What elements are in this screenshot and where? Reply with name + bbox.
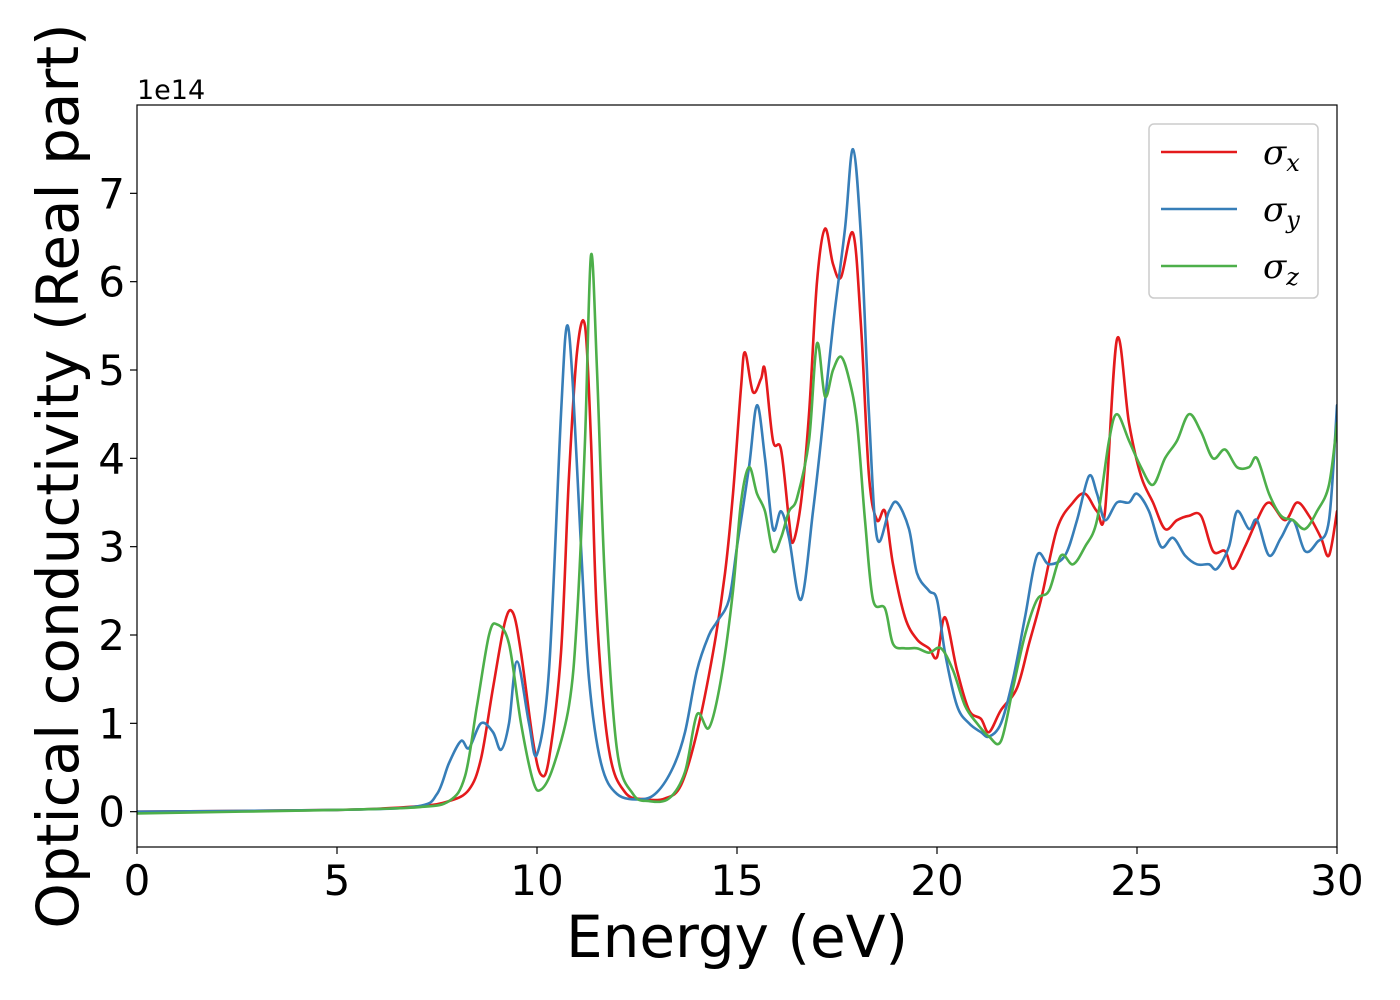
series-line-z bbox=[137, 252, 1337, 815]
x-tick-label: 10 bbox=[510, 856, 563, 905]
series-layer bbox=[137, 147, 1337, 815]
series-line-y bbox=[137, 147, 1337, 813]
x-tick-label: 15 bbox=[710, 856, 763, 905]
y-tick-label: 2 bbox=[98, 611, 125, 660]
x-tick-label: 5 bbox=[324, 856, 351, 905]
legend: σx σy σz bbox=[1148, 123, 1319, 299]
legend-box bbox=[1148, 123, 1319, 299]
x-tick-label: 25 bbox=[1110, 856, 1163, 905]
x-axis-title: Energy (eV) bbox=[566, 903, 908, 971]
legend-label-x: σx bbox=[1263, 133, 1300, 177]
y-tick-label: 1 bbox=[98, 699, 125, 748]
legend-label-z: σz bbox=[1263, 247, 1299, 291]
y-offset-label: 1e14 bbox=[137, 75, 205, 106]
y-axis-title: Optical conductivity (Real part) bbox=[24, 23, 92, 928]
y-tick-label: 3 bbox=[98, 523, 125, 572]
x-axis: 0 5 10 15 20 25 30 bbox=[124, 847, 1364, 905]
legend-label-y: σy bbox=[1263, 190, 1300, 234]
x-tick-label: 0 bbox=[124, 856, 151, 905]
series-line-x bbox=[137, 227, 1337, 813]
x-tick-label: 20 bbox=[910, 856, 963, 905]
y-tick-label: 5 bbox=[98, 346, 125, 395]
x-tick-label: 30 bbox=[1310, 856, 1363, 905]
y-tick-label: 4 bbox=[98, 434, 125, 483]
y-axis: 0 1 2 3 4 5 6 7 bbox=[98, 169, 137, 837]
y-tick-label: 6 bbox=[98, 258, 125, 307]
y-tick-label: 0 bbox=[98, 788, 125, 837]
y-tick-label: 7 bbox=[98, 169, 125, 218]
